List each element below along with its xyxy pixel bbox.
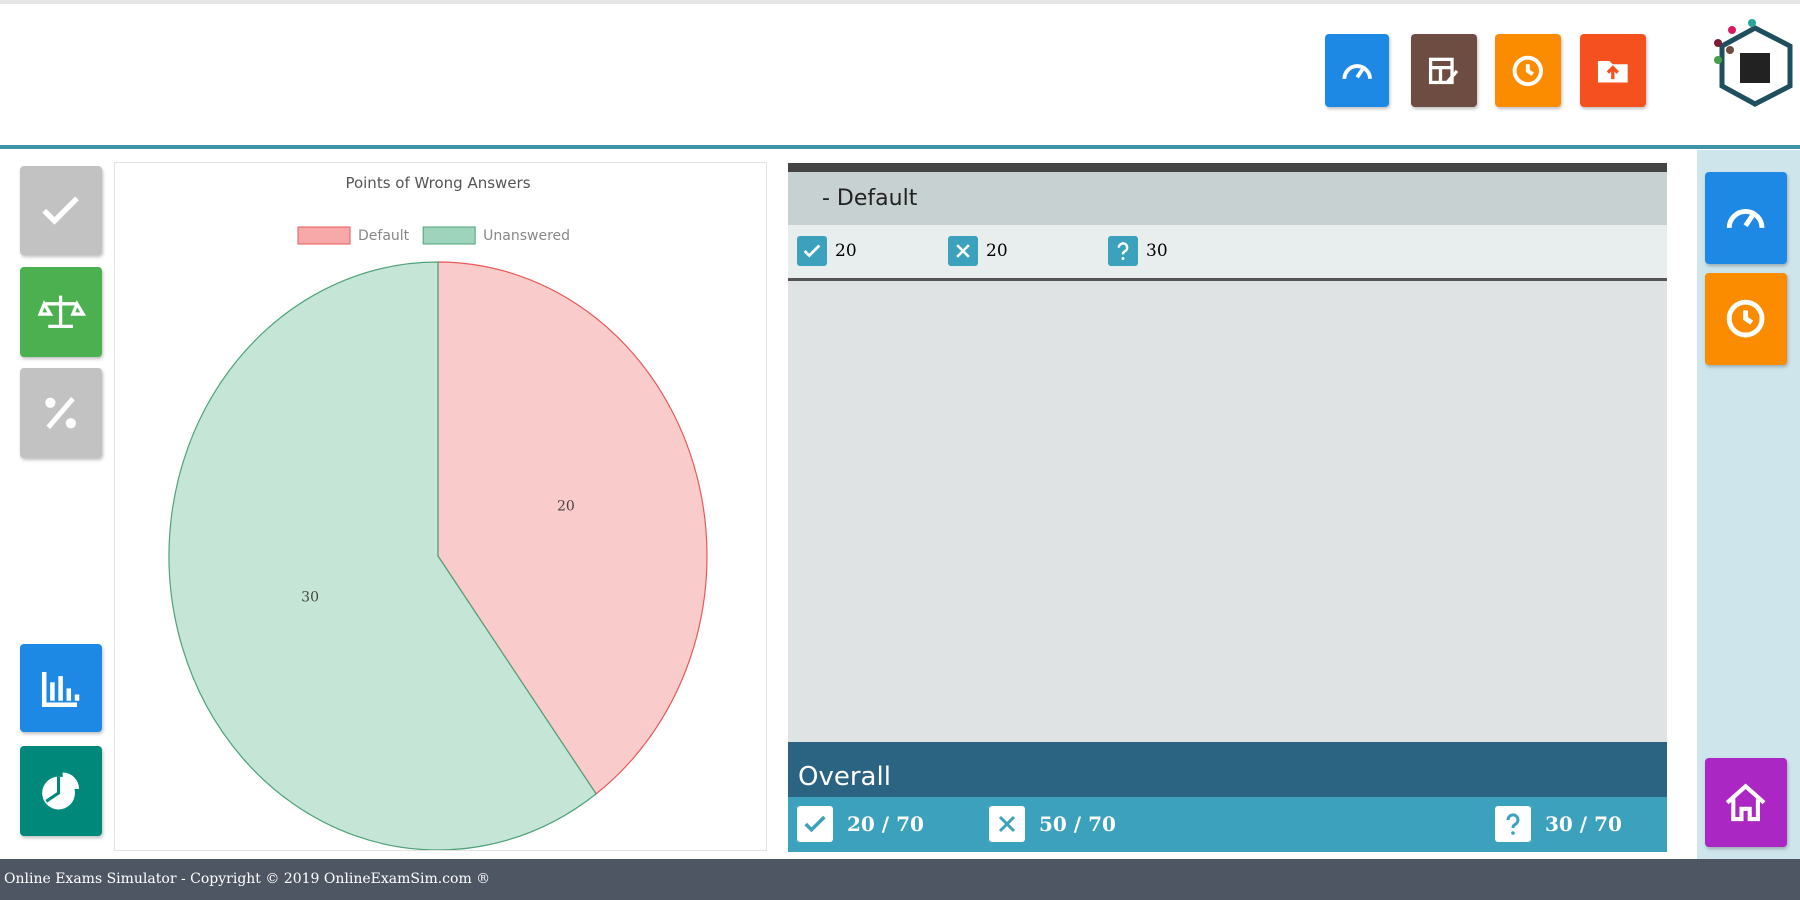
overall-unanswered-value: 30 / 70 — [1545, 812, 1622, 836]
unanswered-icon — [1495, 806, 1531, 842]
results-panel: - Default 20 20 30 Overall 20 / 70 50 / … — [788, 163, 1667, 852]
slice-label: 20 — [557, 499, 575, 515]
legend-item: Unanswered — [422, 226, 570, 245]
panel-top — [788, 163, 1667, 172]
balance-button[interactable] — [20, 267, 102, 357]
legend-label: Default — [358, 228, 410, 244]
export-button[interactable] — [1580, 34, 1646, 107]
unanswered-value: 30 — [1146, 241, 1168, 261]
history-side-button[interactable] — [1705, 273, 1787, 365]
section-title: - Default — [822, 186, 918, 211]
overall-wrong-value: 50 / 70 — [1039, 812, 1116, 836]
pie-slice — [437, 261, 708, 795]
correct-icon — [797, 806, 833, 842]
overall-header: Overall — [788, 742, 1667, 797]
dashboard-side-button[interactable] — [1705, 172, 1787, 264]
wrong-icon — [989, 806, 1025, 842]
percent-button[interactable] — [20, 368, 102, 458]
logo — [1714, 19, 1793, 107]
footer-text: Online Exams Simulator - Copyright © 201… — [4, 871, 491, 887]
pie-chart: Points of Wrong Answers Default Unanswere… — [114, 162, 767, 851]
wrong-value: 20 — [986, 241, 1008, 261]
history-button[interactable] — [1495, 34, 1561, 107]
chart-title: Points of Wrong Answers — [345, 174, 530, 192]
overall-correct-value: 20 / 70 — [847, 812, 924, 836]
review-button[interactable] — [1411, 34, 1477, 107]
answers-button[interactable] — [20, 166, 102, 255]
pie-slice — [168, 261, 597, 850]
section-header: - Default — [788, 172, 1667, 225]
overall-unanswered: 30 / 70 — [1495, 806, 1622, 842]
pie-chart-button[interactable] — [20, 746, 102, 836]
bar-chart-button[interactable] — [20, 644, 102, 732]
legend-swatch — [297, 226, 351, 245]
correct-icon — [797, 236, 827, 266]
stat-correct: 20 — [797, 236, 857, 266]
top-edge — [0, 0, 1800, 4]
home-button[interactable] — [1705, 758, 1787, 847]
overall-stats: 20 / 70 50 / 70 30 / 70 — [788, 797, 1667, 852]
section-stats: 20 20 30 — [788, 225, 1667, 281]
header-line — [0, 145, 1800, 149]
right-sidebar — [1697, 150, 1800, 859]
overall-correct: 20 / 70 — [797, 806, 924, 842]
unanswered-icon — [1108, 236, 1138, 266]
correct-value: 20 — [835, 241, 857, 261]
overall-wrong: 50 / 70 — [989, 806, 1116, 842]
slice-label: 30 — [301, 589, 319, 605]
legend-swatch — [422, 226, 476, 245]
legend-label: Unanswered — [483, 228, 570, 244]
legend-item: Default — [297, 226, 410, 245]
stat-wrong: 20 — [948, 236, 1008, 266]
footer: Online Exams Simulator - Copyright © 201… — [0, 859, 1800, 900]
wrong-icon — [948, 236, 978, 266]
dashboard-button[interactable] — [1325, 34, 1389, 107]
overall-title: Overall — [798, 762, 891, 792]
stat-unanswered: 30 — [1108, 236, 1168, 266]
